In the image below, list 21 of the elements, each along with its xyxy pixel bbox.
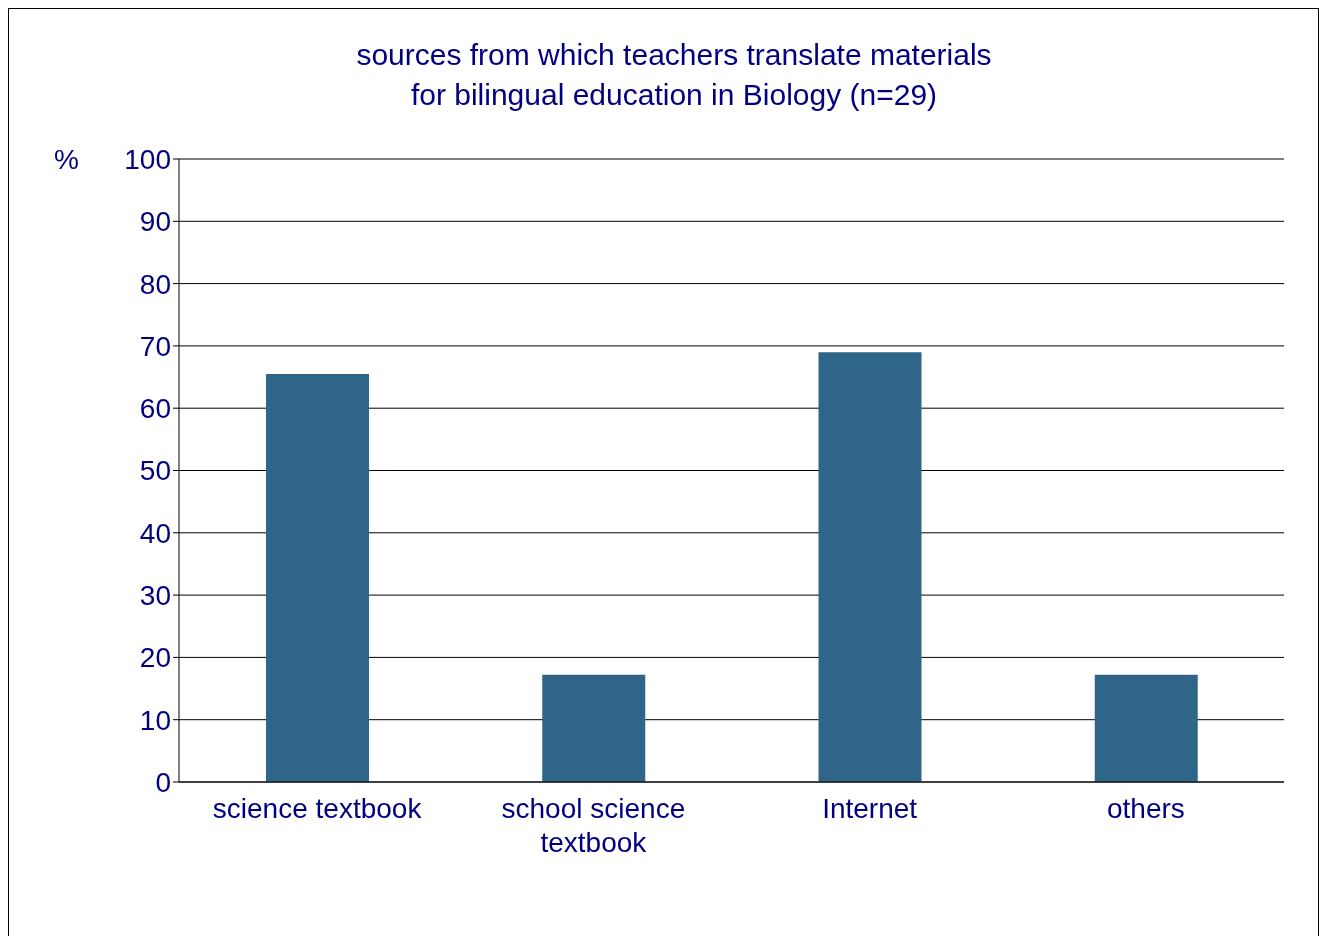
y-tick-label: 100 xyxy=(124,143,171,175)
y-tick-label: 60 xyxy=(139,393,171,425)
y-tick-label: 20 xyxy=(139,642,171,674)
y-tick-label: 70 xyxy=(139,330,171,362)
bar xyxy=(266,373,369,782)
y-tick-label: 0 xyxy=(155,766,171,798)
bar xyxy=(542,674,646,782)
y-axis-title: % xyxy=(54,144,79,176)
y-tick-label: 90 xyxy=(139,206,171,238)
y-tick-label: 30 xyxy=(139,580,171,612)
x-tick-label: Internet xyxy=(822,793,918,824)
y-tick-label: 10 xyxy=(139,704,171,736)
y-tick-label: 80 xyxy=(139,268,171,300)
chart-title: sources from which teachers translate materials for bilingual education in Biology (n=29) xyxy=(355,37,993,113)
bar xyxy=(818,352,922,782)
y-tick-label: 40 xyxy=(139,517,171,549)
x-tick-label: others xyxy=(1106,793,1185,824)
y-tick-label: 50 xyxy=(139,455,171,487)
x-tick-label: school science textbook xyxy=(501,793,686,858)
x-tick-label: science textbook xyxy=(212,793,423,824)
bar xyxy=(1094,674,1198,782)
